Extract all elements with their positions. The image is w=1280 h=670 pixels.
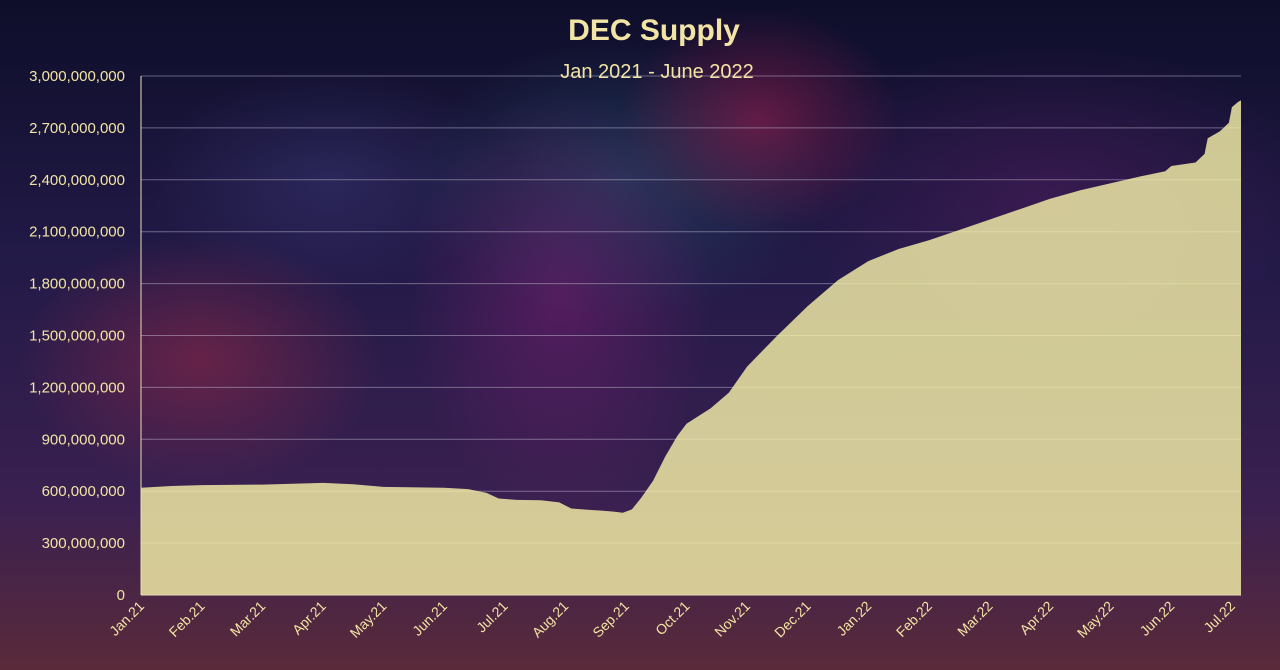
y-tick-label: 900,000,000: [42, 431, 125, 448]
x-tick-label: Jun.21: [409, 598, 450, 639]
x-tick-label: Aug.21: [529, 598, 572, 641]
x-tick-label: May.21: [347, 598, 390, 641]
x-tick-label: Jul.21: [473, 598, 511, 636]
y-tick-label: 1,800,000,000: [29, 276, 125, 293]
x-tick-label: Jul.22: [1200, 598, 1238, 636]
x-tick-label: Jan.21: [106, 598, 147, 639]
y-tick-label: 1,500,000,000: [29, 328, 125, 345]
x-tick-label: Oct.21: [652, 598, 693, 639]
x-tick-label: Jan.22: [833, 598, 874, 639]
y-tick-label: 2,100,000,000: [29, 224, 125, 241]
y-tick-labels: 0 300,000,000 600,000,000 900,000,000 1,200,…: [29, 68, 125, 604]
x-tick-label: Sep.21: [589, 598, 632, 641]
y-tick-label: 0: [117, 587, 125, 604]
x-tick-labels: Jan.21 Feb.21 Mar.21 Apr.21 May.21 Jun.21 Jul.…: [106, 598, 1238, 641]
x-tick-label: Apr.22: [1016, 598, 1056, 638]
x-tick-label: Jun.22: [1136, 598, 1177, 639]
x-tick-label: Nov.21: [711, 598, 753, 640]
x-tick-label: Feb.22: [893, 598, 935, 640]
y-tick-label: 2,700,000,000: [29, 120, 125, 137]
x-tick-label: May.22: [1074, 598, 1117, 641]
y-tick-label: 2,400,000,000: [29, 172, 125, 189]
y-tick-label: 600,000,000: [42, 483, 125, 500]
chart-title: DEC Supply: [568, 14, 740, 47]
x-tick-label: Feb.21: [166, 598, 208, 640]
supply-area: [141, 100, 1241, 595]
x-tick-label: Apr.21: [289, 598, 329, 638]
chart-subtitle: Jan 2021 - June 2022: [560, 61, 754, 83]
y-tick-label: 300,000,000: [42, 535, 125, 552]
y-tick-label: 1,200,000,000: [29, 379, 125, 396]
y-tick-label: 3,000,000,000: [29, 68, 125, 85]
x-tick-label: Mar.21: [227, 598, 269, 640]
x-tick-label: Mar.22: [954, 598, 996, 640]
x-tick-label: Dec.21: [771, 598, 814, 641]
